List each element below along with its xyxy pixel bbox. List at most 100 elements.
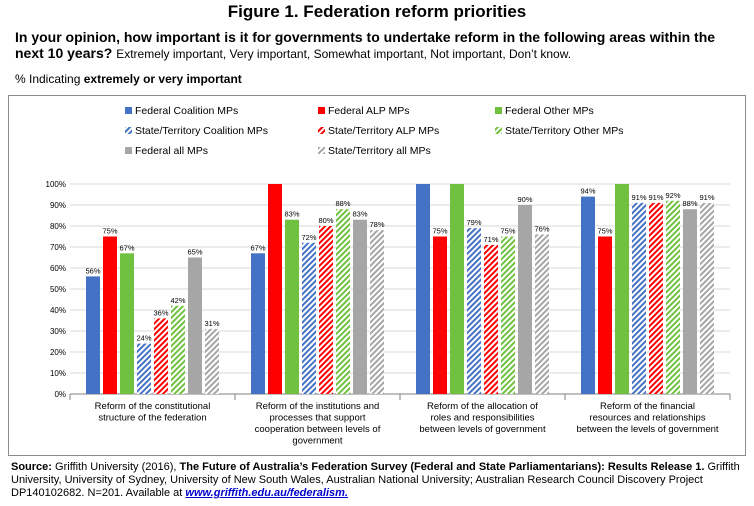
data-label: 91%: [648, 193, 663, 202]
data-label: 83%: [284, 210, 299, 219]
chart-data-labels: 56%75%67%24%36%42%65%31%67%83%72%80%88%8…: [85, 187, 714, 343]
data-label: 92%: [665, 191, 680, 200]
bar-state-territory-coalition-mps: [467, 228, 481, 394]
data-label: 36%: [153, 308, 168, 317]
bar-federal-coalition-mps: [416, 184, 430, 394]
y-tick-label: 70%: [50, 243, 66, 252]
bar-federal-coalition-mps: [86, 276, 100, 394]
figure-title: Figure 1. Federation reform priorities: [227, 2, 527, 21]
y-tick-label: 30%: [50, 327, 66, 336]
y-tick-label: 60%: [50, 264, 66, 273]
bar-federal-all-mps: [518, 205, 532, 394]
data-label: 91%: [699, 193, 714, 202]
source-text-1: Griffith University (2016),: [51, 461, 180, 473]
question-options: Extremely important, Very important, Som…: [116, 47, 572, 61]
bar-federal-alp-mps: [598, 236, 612, 394]
data-label: 88%: [335, 199, 350, 208]
chart-gridlines: [70, 183, 730, 395]
data-label: 67%: [250, 243, 265, 252]
chart-legend: Federal Coalition MPs Federal ALP MPs Fede…: [125, 105, 623, 157]
data-label: 79%: [466, 218, 481, 227]
legend-swatch: [318, 147, 325, 154]
bar-state-territory-all-mps: [205, 328, 219, 394]
source-note: Source: Griffith University (2016), The …: [11, 461, 746, 500]
bar-federal-other-mps: [285, 219, 299, 394]
bar-state-territory-all-mps: [370, 230, 384, 394]
x-category-label: Reform of the constitutional structure of…: [95, 401, 211, 424]
data-label: 76%: [534, 224, 549, 233]
data-label: 94%: [580, 187, 595, 196]
legend-label: State/Territory Coalition MPs: [135, 125, 268, 137]
y-tick-label: 100%: [46, 180, 66, 189]
chart-frame: [8, 95, 746, 456]
data-label: 42%: [170, 296, 185, 305]
legend-label: Federal all MPs: [135, 145, 208, 157]
x-category-label: Reform of the allocation of roles and res…: [419, 401, 546, 435]
legend-swatch: [125, 107, 132, 114]
data-label: 80%: [318, 216, 333, 225]
legend-swatch: [318, 107, 325, 114]
legend-swatch: [125, 127, 132, 134]
bar-federal-all-mps: [683, 209, 697, 394]
y-tick-label: 40%: [50, 306, 66, 315]
bar-state-territory-alp-mps: [319, 226, 333, 394]
bar-state-territory-all-mps: [535, 234, 549, 394]
data-label: 75%: [102, 227, 117, 236]
data-label: 90%: [517, 195, 532, 204]
survey-question: In your opinion, how important is it for…: [15, 29, 745, 62]
percentage-note-prefix: % Indicating: [15, 72, 84, 86]
bar-federal-other-mps: [120, 253, 134, 394]
source-label: Source:: [11, 461, 52, 473]
legend-label: Federal Other MPs: [505, 105, 594, 117]
bar-state-territory-other-mps: [171, 305, 185, 394]
legend-label: State/Territory all MPs: [328, 145, 431, 157]
data-label: 72%: [301, 233, 316, 242]
bar-state-territory-other-mps: [501, 236, 515, 394]
legend-label: Federal Coalition MPs: [135, 105, 238, 117]
bar-federal-other-mps: [450, 184, 464, 394]
source-text-2: Griffith University, University of Sydne…: [11, 461, 740, 499]
legend-label: State/Territory ALP MPs: [328, 125, 439, 137]
data-label: 31%: [204, 319, 219, 328]
legend-swatch: [125, 147, 132, 154]
data-label: 24%: [136, 334, 151, 343]
data-label: 83%: [352, 210, 367, 219]
data-label: 67%: [119, 243, 134, 252]
data-label: 56%: [85, 266, 100, 275]
bar-federal-all-mps: [188, 257, 202, 394]
source-link[interactable]: www.griffith.edu.au/federalism.: [185, 487, 348, 499]
legend-label: Federal ALP MPs: [328, 105, 410, 117]
source-title: The Future of Australia’s Federation Sur…: [179, 461, 705, 473]
bar-state-territory-coalition-mps: [632, 202, 646, 394]
y-tick-label: 90%: [50, 201, 66, 210]
x-category-label: Reform of the institutions and processes …: [255, 401, 381, 447]
bar-federal-other-mps: [615, 184, 629, 394]
data-label: 88%: [682, 199, 697, 208]
bar-federal-alp-mps: [103, 236, 117, 394]
bar-federal-all-mps: [353, 219, 367, 394]
bar-state-territory-other-mps: [666, 200, 680, 394]
data-label: 78%: [369, 220, 384, 229]
legend-swatch: [495, 127, 502, 134]
bar-chart: Federal Coalition MPs Federal ALP MPs Fede…: [46, 105, 731, 447]
bar-state-territory-coalition-mps: [137, 343, 151, 394]
chart-axis: 0% 10% 20% 30% 40% 50% 60% 70% 80% 90% 100% Reform …: [46, 180, 731, 447]
y-tick-label: 0%: [54, 390, 66, 399]
y-tick-label: 80%: [50, 222, 66, 231]
y-tick-label: 10%: [50, 369, 66, 378]
legend-swatch: [318, 127, 325, 134]
bar-federal-coalition-mps: [251, 253, 265, 394]
bar-state-territory-other-mps: [336, 209, 350, 394]
percentage-note-bold: extremely or very important: [83, 72, 242, 86]
data-label: 75%: [597, 227, 612, 236]
data-label: 75%: [500, 227, 515, 236]
question-text: In your opinion, how important is it for…: [15, 29, 716, 61]
chart-bars: [86, 184, 714, 394]
bar-state-territory-all-mps: [700, 202, 714, 394]
y-tick-label: 20%: [50, 348, 66, 357]
y-tick-label: 50%: [50, 285, 66, 294]
bar-state-territory-alp-mps: [649, 202, 663, 394]
percentage-note: % Indicating extremely or very important: [15, 72, 242, 86]
data-label: 75%: [432, 227, 447, 236]
bar-state-territory-coalition-mps: [302, 242, 316, 394]
